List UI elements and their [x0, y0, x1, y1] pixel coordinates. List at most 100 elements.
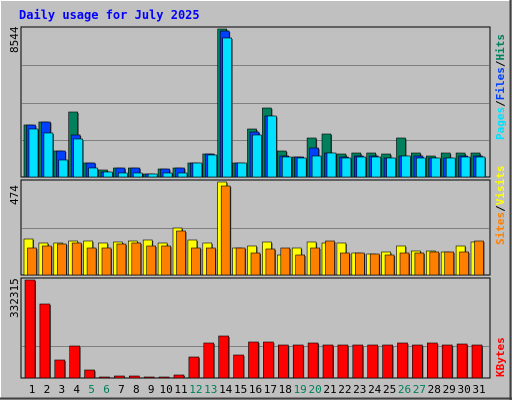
bar-body	[325, 240, 335, 276]
legend-entry: Hits	[494, 34, 507, 61]
x-tick-label-day-9: 9	[148, 383, 155, 396]
bar-pages-day-17	[267, 115, 278, 178]
x-axis-day-labels: 1 2 3 4 5 6 7 8 9 10 11 12 13 14 15 16 17 18 19 20 21 22 23 24 2…	[29, 383, 486, 396]
bar-sites-day-26	[399, 252, 410, 276]
bar-body	[322, 344, 334, 379]
legend-hits-files-pages: Pages/Files/Hits	[494, 34, 507, 140]
x-tick-label-day-5: 5	[88, 383, 95, 396]
bar-sites-day-8	[131, 242, 142, 276]
bar-body	[263, 341, 274, 379]
bar-pages-day-12	[192, 162, 203, 178]
x-tick-label-day-12: 12	[189, 383, 202, 396]
bar-body	[456, 343, 468, 379]
x-tick-label-day-10: 10	[159, 383, 172, 396]
bar-body	[39, 303, 51, 379]
bar-sites-day-22	[340, 252, 351, 276]
bar-kbytes-day-5	[84, 369, 96, 379]
bar-body	[99, 376, 110, 379]
bar-body	[356, 156, 367, 178]
bar-body	[176, 230, 186, 276]
bar-body	[206, 247, 216, 276]
bar-body	[218, 335, 229, 379]
x-tick-label-day-6: 6	[103, 383, 110, 396]
bar-kbytes-day-23	[352, 344, 364, 379]
bar-pages-day-20	[311, 155, 323, 178]
bar-body	[84, 369, 95, 379]
bar-body	[460, 156, 471, 178]
bar-body	[307, 342, 319, 379]
x-tick-label-day-1: 1	[29, 383, 36, 396]
x-tick-label-day-26: 26	[398, 383, 411, 396]
x-tick-label-day-22: 22	[338, 383, 351, 396]
bar-pages-day-14	[222, 37, 233, 178]
bar-body	[354, 252, 365, 276]
bar-kbytes-day-27	[412, 344, 424, 379]
bar-body	[103, 171, 113, 178]
bar-pages-day-31	[475, 156, 486, 178]
x-tick-label-day-31: 31	[472, 383, 485, 396]
bar-pages-day-11	[177, 172, 188, 178]
legend-entry: Visits	[494, 166, 507, 206]
bar-body	[337, 344, 349, 379]
bar-pages-day-18	[281, 156, 293, 178]
bar-pages-day-24	[371, 156, 382, 178]
bar-kbytes-day-19	[292, 344, 305, 379]
bar-sites-day-21	[325, 240, 336, 276]
bar-body	[371, 156, 382, 178]
bar-kbytes-day-21	[322, 344, 334, 379]
bar-body	[280, 247, 291, 276]
bar-body	[73, 138, 83, 178]
x-tick-label-day-21: 21	[323, 383, 336, 396]
bar-sites-day-31	[474, 240, 485, 276]
bar-body	[162, 172, 173, 178]
bar-body	[296, 157, 307, 178]
x-tick-label-day-30: 30	[457, 383, 470, 396]
x-tick-label-day-23: 23	[353, 383, 366, 396]
legend-entry: Pages	[494, 107, 507, 140]
bar-kbytes-day-4	[69, 345, 81, 379]
x-tick-label-day-8: 8	[133, 383, 140, 396]
bar-kbytes-day-25	[382, 344, 394, 379]
bar-body	[88, 167, 98, 178]
bar-kbytes-day-14	[218, 335, 230, 379]
bar-body	[69, 345, 80, 379]
bar-pages-day-28	[430, 157, 442, 178]
bar-pages-day-10	[162, 172, 174, 178]
bar-body	[237, 162, 247, 178]
bar-kbytes-day-2	[39, 303, 51, 379]
bar-kbytes-day-7	[114, 375, 126, 379]
legend-entry: /	[494, 60, 507, 67]
bar-body	[250, 252, 261, 276]
bar-body	[474, 240, 484, 276]
bar-body	[382, 344, 393, 379]
bar-sites-day-29	[444, 251, 455, 276]
bar-sites-day-5	[86, 247, 98, 276]
bar-body	[118, 172, 128, 178]
bar-body	[222, 37, 232, 178]
bar-sites-day-30	[459, 251, 470, 276]
bar-pages-day-3	[58, 159, 69, 178]
bar-body	[56, 243, 67, 276]
y-max-label-kbytes: 332315	[8, 278, 21, 318]
bar-pages-day-9	[147, 173, 159, 178]
bar-sites-day-12	[191, 247, 202, 276]
bar-kbytes-day-17	[263, 341, 275, 379]
x-tick-label-day-27: 27	[413, 383, 426, 396]
bar-body	[414, 252, 425, 276]
bar-kbytes-day-12	[188, 356, 200, 379]
bar-pages-day-15	[237, 162, 248, 178]
bar-body	[220, 185, 231, 276]
bar-body	[310, 247, 320, 276]
bar-body	[311, 155, 322, 178]
bar-pages-day-30	[460, 156, 472, 178]
bar-body	[43, 132, 54, 178]
bar-sites-day-4	[71, 242, 83, 276]
bar-pages-day-23	[356, 156, 367, 178]
bar-pages-day-22	[341, 157, 352, 178]
x-tick-label-day-28: 28	[428, 383, 441, 396]
bar-body	[281, 156, 292, 178]
bar-sites-day-11	[176, 230, 187, 276]
bar-body	[430, 157, 441, 178]
bar-kbytes-day-11	[173, 374, 185, 379]
